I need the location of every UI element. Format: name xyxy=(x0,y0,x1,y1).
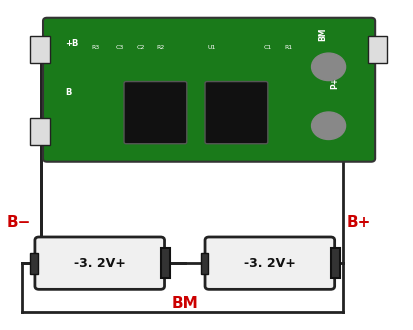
FancyBboxPatch shape xyxy=(31,253,38,274)
Text: BM: BM xyxy=(318,27,328,41)
Text: B+: B+ xyxy=(347,215,371,230)
FancyBboxPatch shape xyxy=(31,36,50,63)
Circle shape xyxy=(311,53,346,81)
FancyBboxPatch shape xyxy=(331,248,340,278)
Text: U1: U1 xyxy=(207,45,216,50)
Text: C2: C2 xyxy=(136,45,145,50)
FancyBboxPatch shape xyxy=(124,82,187,144)
Text: -3. 2V+: -3. 2V+ xyxy=(74,257,126,270)
FancyBboxPatch shape xyxy=(31,118,50,145)
Text: Q2: Q2 xyxy=(223,81,235,90)
Text: P-: P- xyxy=(330,113,339,122)
Text: R1: R1 xyxy=(284,45,292,50)
Text: B: B xyxy=(65,88,72,97)
Text: B−: B− xyxy=(7,215,31,230)
Text: C3: C3 xyxy=(116,45,124,50)
Text: R2: R2 xyxy=(157,45,165,50)
Circle shape xyxy=(311,112,346,140)
Text: C1: C1 xyxy=(264,45,272,50)
FancyBboxPatch shape xyxy=(201,253,208,274)
Text: P+: P+ xyxy=(330,77,339,89)
Text: Q1: Q1 xyxy=(142,81,154,90)
FancyBboxPatch shape xyxy=(161,248,170,278)
Text: +B: +B xyxy=(65,39,78,48)
FancyBboxPatch shape xyxy=(35,237,164,289)
Text: BM: BM xyxy=(171,296,198,311)
Text: -3. 2V+: -3. 2V+ xyxy=(244,257,296,270)
FancyBboxPatch shape xyxy=(205,237,335,289)
Text: R3: R3 xyxy=(92,45,100,50)
FancyBboxPatch shape xyxy=(205,82,268,144)
FancyBboxPatch shape xyxy=(43,18,375,162)
FancyBboxPatch shape xyxy=(368,36,387,63)
